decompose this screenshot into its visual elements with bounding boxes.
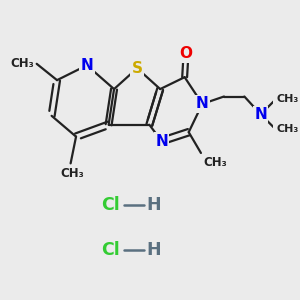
Text: CH₃: CH₃: [11, 57, 34, 70]
Text: H: H: [147, 241, 161, 259]
Text: Cl: Cl: [101, 196, 120, 214]
Text: N: N: [155, 134, 168, 148]
Text: O: O: [179, 46, 193, 62]
Text: CH₃: CH₃: [277, 94, 299, 104]
Text: N: N: [196, 96, 209, 111]
Text: N: N: [254, 107, 267, 122]
Text: S: S: [132, 61, 142, 76]
Text: CH₃: CH₃: [277, 124, 299, 134]
Text: Cl: Cl: [101, 241, 120, 259]
Text: H: H: [147, 196, 161, 214]
Text: CH₃: CH₃: [203, 156, 227, 169]
Text: N: N: [80, 58, 93, 73]
Text: CH₃: CH₃: [60, 167, 84, 180]
